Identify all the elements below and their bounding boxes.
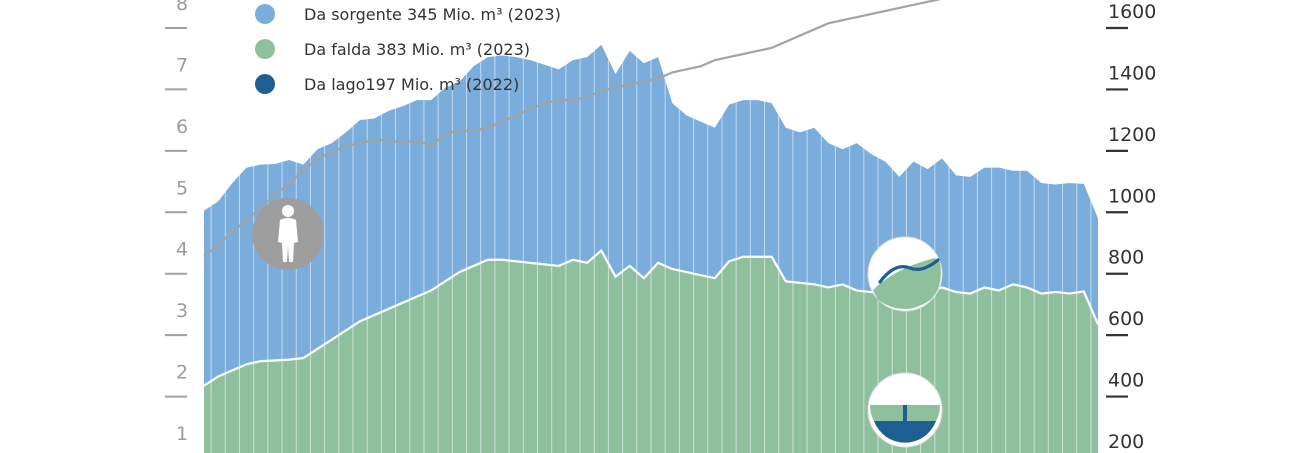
legend-marker [255, 4, 275, 24]
left-tick-label: 3 [176, 300, 188, 322]
left-tick-label: 5 [176, 177, 188, 199]
series-line-population [203, 0, 942, 258]
legend-label: Da lago197 Mio. m³ (2022) [304, 75, 519, 94]
left-tick-label: 6 [176, 116, 188, 138]
person-icon [252, 198, 324, 270]
legend-label: Da falda 383 Mio. m³ (2023) [304, 40, 530, 59]
right-tick-label: 1200 [1108, 124, 1156, 146]
right-tick-label: 400 [1108, 370, 1144, 392]
series-boundary-line [203, 248, 1100, 387]
plot-area [203, 42, 1100, 453]
left-tick-label: 8 [176, 0, 188, 15]
right-tick-label: 1400 [1108, 62, 1156, 84]
left-tick-label: 1 [176, 423, 188, 445]
left-tick-label: 4 [176, 239, 188, 261]
well-icon [867, 372, 943, 448]
left-tick-label: 2 [176, 362, 188, 384]
icons [252, 198, 943, 448]
right-tick-label: 1000 [1108, 185, 1156, 207]
left-axis: 1 2 3 4 5 6 7 8 [165, 0, 188, 445]
right-axis: 200 400 600 800 1000 1200 1400 1600 [1106, 1, 1156, 453]
left-tick-label: 7 [176, 54, 188, 76]
legend-label: Da sorgente 345 Mio. m³ (2023) [304, 5, 561, 24]
right-tick-label: 200 [1108, 431, 1144, 453]
right-tick-label: 800 [1108, 247, 1144, 269]
population-layer [203, 0, 942, 258]
legend-marker [255, 74, 275, 94]
right-tick-label: 1600 [1108, 1, 1156, 23]
spring-icon [867, 236, 943, 312]
legend: Da sorgente 345 Mio. m³ (2023) Da falda 3… [255, 4, 561, 94]
legend-marker [255, 39, 275, 59]
right-tick-label: 600 [1108, 308, 1144, 330]
